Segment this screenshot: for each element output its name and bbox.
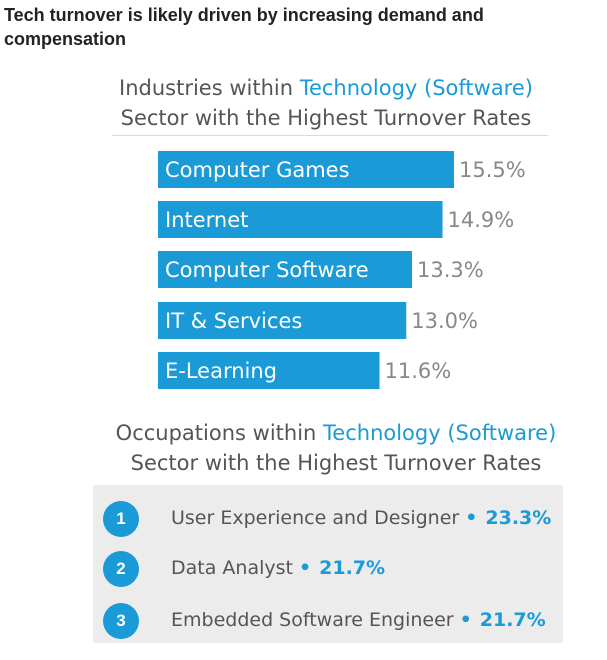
occupation-line: Embedded Software Engineer • 21.7% [171, 605, 546, 635]
occupations-title-line1: Occupations within Technology (Software) [96, 418, 576, 448]
value-label: 13.0% [411, 309, 478, 333]
value-label: 14.9% [448, 208, 515, 232]
occupation-value: 21.7% [480, 609, 546, 631]
occupations-title-line2: Sector with the Highest Turnover Rates [96, 448, 576, 478]
occupations-title-prefix: Occupations within [116, 421, 323, 445]
occupation-line: User Experience and Designer • 23.3% [171, 503, 551, 533]
rank-badge: 1 [103, 501, 139, 537]
bullet-dot: • [465, 507, 477, 529]
occupation-value: 23.3% [485, 507, 551, 529]
category-label: Internet [165, 208, 248, 232]
occupation-row: 2 Data Analyst • 21.7% [93, 549, 563, 589]
category-label: E-Learning [165, 359, 277, 383]
value-label: 11.6% [385, 359, 452, 383]
rank-badge: 2 [103, 551, 139, 587]
occupation-name: Embedded Software Engineer [171, 609, 454, 631]
occupation-name: Data Analyst [171, 557, 293, 579]
bullet-dot: • [460, 609, 472, 631]
occupation-name: User Experience and Designer [171, 507, 459, 529]
occupation-line: Data Analyst • 21.7% [171, 553, 385, 583]
category-label: IT & Services [165, 309, 302, 333]
rank-badge: 3 [103, 603, 139, 639]
occupations-title-accent: Technology (Software) [323, 421, 556, 445]
occupations-title: Occupations within Technology (Software)… [96, 418, 576, 478]
occupation-value: 21.7% [319, 557, 385, 579]
value-label: 13.3% [417, 258, 484, 282]
occupation-row: 1 User Experience and Designer • 23.3% [93, 499, 563, 539]
bullet-dot: • [299, 557, 311, 579]
category-label: Computer Software [165, 258, 369, 282]
category-label: Computer Games [165, 158, 350, 182]
value-label: 15.5% [459, 158, 526, 182]
occupation-row: 3 Embedded Software Engineer • 21.7% [93, 601, 563, 641]
occupations-panel: 1 User Experience and Designer • 23.3% 2 D… [93, 485, 563, 643]
